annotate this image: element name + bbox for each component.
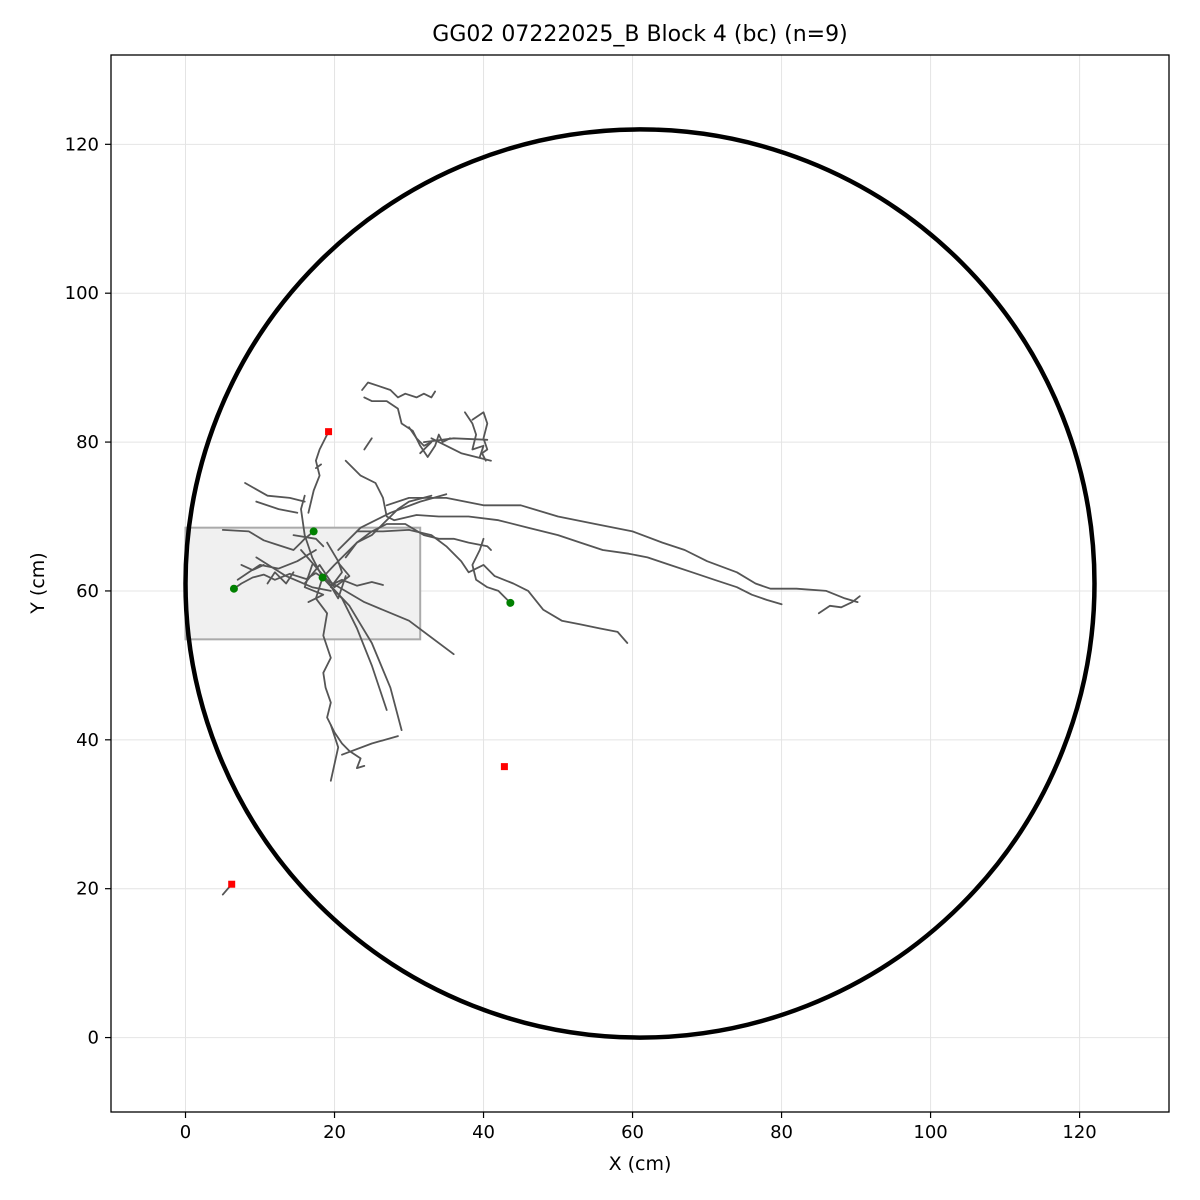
- trajectory-line: [266, 571, 295, 585]
- trajectory-line: [236, 549, 317, 581]
- x-tick-label: 100: [913, 1122, 947, 1143]
- trajectory-line: [314, 576, 366, 769]
- trajectory-line: [292, 534, 325, 548]
- trajectory-line: [300, 549, 347, 600]
- trajectory-line: [255, 556, 332, 592]
- trajectory-line: [337, 493, 448, 551]
- x-tick-label: 20: [323, 1122, 346, 1143]
- trajectory-line: [341, 735, 399, 756]
- end-point-marker: [228, 880, 236, 888]
- trajectory-line: [321, 523, 492, 579]
- trajectory-line: [255, 500, 299, 514]
- axes-frame: [110, 54, 1170, 1113]
- y-tick-label: 0: [88, 1028, 99, 1049]
- trajectory-line: [408, 426, 433, 455]
- trajectory-line: [300, 494, 324, 579]
- trajectory-line: [240, 564, 265, 571]
- trajectory-line: [326, 541, 343, 589]
- x-axis-label: X (cm): [609, 1153, 672, 1175]
- trajectory-line: [471, 537, 512, 604]
- start-point-marker: [229, 584, 238, 593]
- y-tick-label: 100: [65, 283, 99, 304]
- trajectory-line: [303, 564, 325, 603]
- trajectory-line: [355, 529, 629, 644]
- y-tick-label: 80: [76, 432, 99, 453]
- y-tick-label: 20: [76, 879, 99, 900]
- trajectory-line: [307, 430, 330, 514]
- x-tick-label: 120: [1062, 1122, 1096, 1143]
- arena-circle: [183, 127, 1097, 1040]
- y-tick-label: 40: [76, 730, 99, 751]
- trajectory-line: [303, 561, 351, 589]
- trajectory-line: [344, 459, 783, 606]
- trajectory-line: [463, 411, 485, 458]
- plot-area: [183, 127, 1097, 1040]
- trajectory-line: [361, 381, 437, 399]
- trajectory-line: [321, 576, 403, 731]
- x-tick-label: 0: [180, 1122, 191, 1143]
- trajectory-line: [221, 529, 315, 551]
- x-tick-label: 80: [770, 1122, 793, 1143]
- trajectory-line: [422, 437, 489, 444]
- x-tick-label: 60: [621, 1122, 644, 1143]
- x-tick-label: 40: [472, 1122, 495, 1143]
- trajectory-line: [344, 494, 433, 559]
- y-tick-label: 60: [76, 581, 99, 602]
- end-point-marker: [500, 763, 508, 771]
- end-point-marker: [325, 428, 333, 436]
- chart-title: GG02 07222025_B Block 4 (bc) (n=9): [432, 22, 847, 47]
- trajectory-line: [329, 724, 340, 782]
- start-point-marker: [506, 598, 515, 607]
- y-tick-label: 120: [65, 134, 99, 155]
- y-axis-label: Y (cm): [27, 552, 49, 614]
- trajectory-line: [321, 576, 455, 656]
- trajectory-line: [385, 496, 859, 603]
- trajectory-line: [232, 572, 324, 590]
- start-point-marker: [318, 573, 327, 582]
- trajectory-line: [363, 437, 373, 451]
- trajectory-line: [817, 595, 861, 615]
- trajectory-line: [314, 463, 323, 470]
- trajectory-line: [244, 482, 306, 503]
- trajectory-line: [430, 437, 492, 462]
- axis-ticks: 0 20 40 60 80 100 120 0 20 40 60 80 100 120: [65, 134, 1097, 1143]
- start-point-marker: [309, 527, 318, 536]
